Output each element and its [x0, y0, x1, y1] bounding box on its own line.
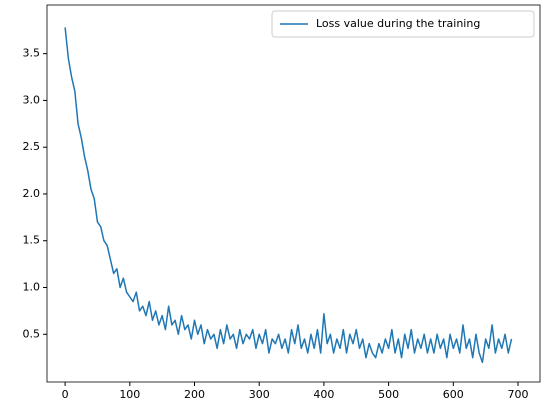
x-tick-label: 600 [443, 388, 464, 401]
y-tick-label: 2.5 [23, 140, 41, 153]
legend-box [271, 10, 535, 38]
y-tick-label: 1.0 [23, 281, 41, 294]
legend-label: Loss value during the training [316, 17, 480, 30]
y-tick-label: 1.5 [23, 234, 41, 247]
x-tick-label: 0 [62, 388, 69, 401]
x-tick-label: 200 [184, 388, 205, 401]
line [64, 27, 513, 364]
y-tick-label: 2.0 [23, 187, 41, 200]
axes-frame [46, 4, 541, 383]
x-tick-label: 700 [508, 388, 529, 401]
y-tick-label: 3.0 [23, 93, 41, 106]
y-tick-label: 0.5 [23, 327, 41, 340]
x-tick-label: 400 [313, 388, 334, 401]
y-tick-label: 3.5 [23, 47, 41, 60]
x-tick-label: 300 [249, 388, 270, 401]
x-tick-label: 500 [378, 388, 399, 401]
x-tick-label: 100 [119, 388, 140, 401]
